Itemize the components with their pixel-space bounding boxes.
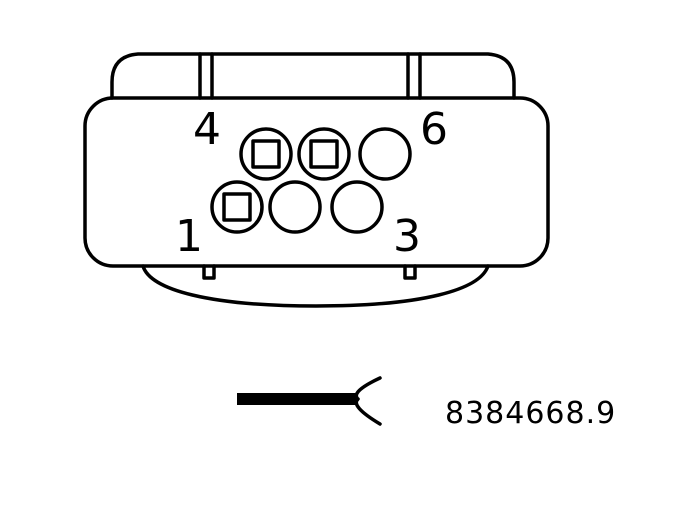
pin-4-cavity: [239, 127, 293, 181]
pin-row-bottom: [210, 180, 384, 234]
pin-label-3: 3: [393, 211, 421, 262]
part-number: 8384668.9: [445, 396, 616, 431]
pin-3-cavity: [330, 180, 384, 234]
pin-6-cavity: [358, 127, 412, 181]
pin-1-cavity: [210, 180, 264, 234]
harness-wire-bar: [237, 393, 357, 405]
bottom-notch-left: [202, 264, 216, 280]
pin-2-cavity: [268, 180, 322, 234]
housing-lower-skirt: [141, 264, 490, 308]
bottom-notch-right: [403, 264, 417, 280]
connector-housing: [83, 52, 550, 308]
pin-row-top: [239, 127, 412, 181]
pin-label-6: 6: [420, 104, 448, 155]
pin-label-1: 1: [175, 211, 203, 262]
harness-symbol: [237, 376, 382, 426]
pin-5-cavity: [297, 127, 351, 181]
pin-label-4: 4: [193, 104, 221, 155]
harness-connector-arc: [354, 376, 382, 426]
housing-latch-tab: [110, 52, 516, 100]
housing-main-body: [83, 96, 550, 268]
